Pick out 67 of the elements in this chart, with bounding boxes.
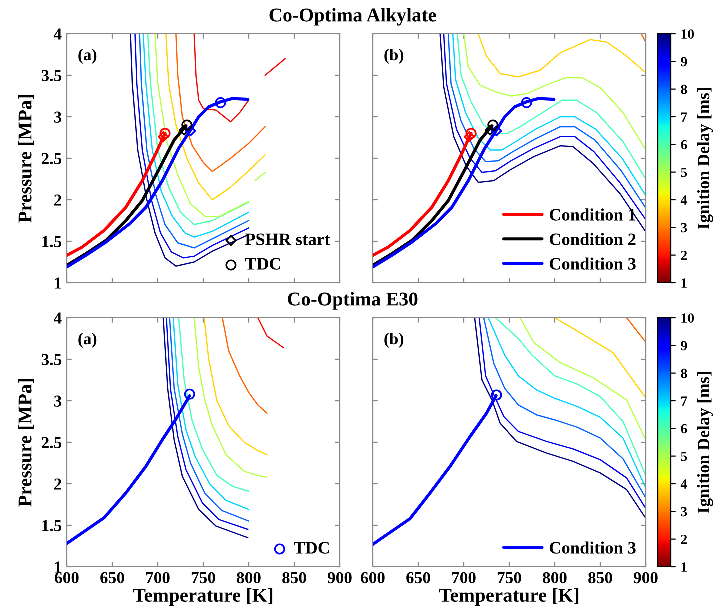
color-bar-label: 5 — [681, 452, 688, 462]
x-tick-label: 850 — [282, 572, 306, 584]
x-tick-label: 900 — [328, 572, 352, 584]
x-tick-label: 600 — [55, 572, 79, 584]
chart-title: Co-Optima Alkylate — [270, 8, 436, 26]
y-tick-label: 1 — [55, 278, 62, 289]
y-tick-label: 2.5 — [42, 437, 62, 449]
annotation: (b) — [384, 48, 404, 64]
color-bar-label: 2 — [681, 534, 688, 544]
color-bar-label: 5 — [681, 168, 688, 178]
y-tick-label: 4 — [54, 312, 62, 324]
annotation: (a) — [78, 48, 97, 64]
annotation: (a) — [78, 332, 97, 348]
color-bar-title: Ignition Delay [ms] — [697, 88, 714, 230]
x-tick-label: 850 — [588, 572, 612, 584]
color-bar-label: 8 — [681, 84, 688, 94]
x-tick-label: 650 — [100, 572, 124, 584]
x-tick-label: 700 — [146, 572, 170, 584]
color-bar-label: 7 — [682, 396, 688, 406]
color-bar-label: 7 — [682, 112, 688, 122]
y-axis-title: Pressure [MPa] — [18, 95, 34, 223]
x-tick-label: 800 — [543, 572, 567, 584]
x-tick-label: 600 — [361, 572, 385, 584]
x-axis-title: Temperature [K] — [439, 588, 579, 606]
y-tick-label: 3.5 — [42, 70, 62, 82]
y-axis-title: Pressure [MPa] — [18, 379, 34, 507]
color-bar-label: 8 — [681, 368, 688, 378]
color-bar-label: 10 — [682, 30, 694, 39]
x-tick-label: 750 — [498, 572, 522, 584]
color-bar-label: 4 — [680, 196, 688, 205]
y-tick-label: 1.5 — [42, 236, 62, 248]
y-tick-label: 3 — [54, 396, 62, 407]
y-tick-label: 3.5 — [42, 354, 62, 366]
color-bar-label: 9 — [681, 57, 688, 67]
legend-label: Condition 2 — [550, 233, 636, 246]
color-bar-label: 10 — [682, 314, 694, 323]
legend-label: Condition 3 — [550, 258, 636, 270]
color-bar-label: 1 — [682, 562, 687, 572]
color-bar-label: 6 — [681, 424, 688, 434]
color-bar-label: 2 — [681, 250, 688, 260]
legend-label: TDC — [294, 542, 330, 554]
x-tick-label: 750 — [192, 572, 216, 584]
legend-label: Condition 1 — [550, 208, 636, 221]
chart-title: Co-Optima E30 — [288, 292, 418, 310]
y-tick-label: 4 — [54, 28, 62, 40]
y-tick-label: 1.5 — [42, 520, 62, 532]
legend-label: PSHR start — [245, 234, 330, 246]
color-bar-label: 3 — [681, 223, 688, 233]
color-bar-label: 4 — [680, 480, 688, 489]
color-bar-label: 6 — [681, 140, 688, 150]
color-bar-title: Ignition Delay [ms] — [697, 372, 714, 514]
color-bar-label: 3 — [681, 507, 688, 517]
y-tick-label: 2 — [54, 194, 62, 206]
x-tick-label: 700 — [452, 572, 476, 584]
x-axis-title: Temperature [K] — [133, 588, 273, 606]
color-bar-label: 1 — [682, 278, 687, 288]
color-bar-label: 9 — [681, 341, 688, 351]
y-tick-label: 2.5 — [42, 153, 62, 165]
y-tick-label: 2 — [54, 478, 62, 490]
y-tick-label: 3 — [54, 112, 62, 123]
legend-label: Condition 3 — [550, 542, 636, 554]
x-tick-label: 650 — [406, 572, 430, 584]
annotation: (b) — [384, 332, 404, 348]
x-tick-label: 900 — [634, 572, 658, 584]
legend-label: TDC — [245, 258, 280, 270]
y-tick-label: 1 — [55, 562, 62, 573]
x-tick-label: 800 — [237, 572, 261, 584]
